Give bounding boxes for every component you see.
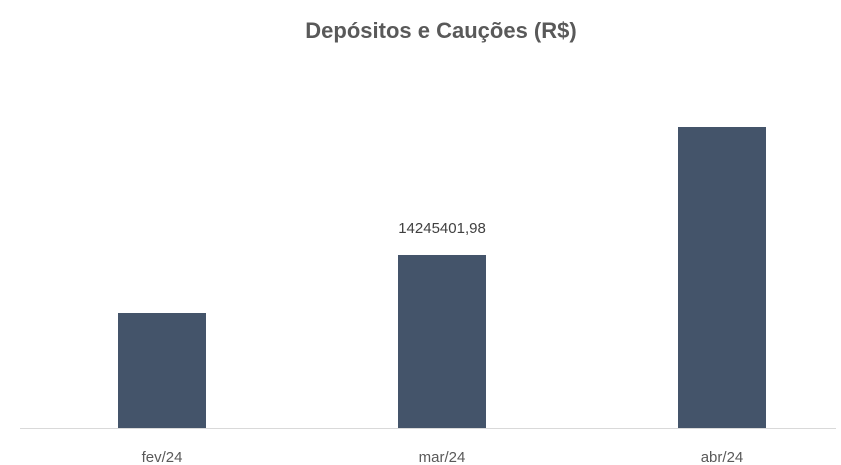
- bar: [398, 254, 486, 428]
- bar: [118, 313, 206, 428]
- x-tick-label: abr/24: [701, 449, 744, 465]
- bar: [678, 127, 766, 428]
- data-label: 14245401,98: [398, 220, 486, 237]
- chart-title: Depósitos e Cauções (R$): [305, 18, 576, 43]
- x-tick-label: fev/24: [142, 449, 183, 465]
- x-tick-label: mar/24: [419, 449, 466, 465]
